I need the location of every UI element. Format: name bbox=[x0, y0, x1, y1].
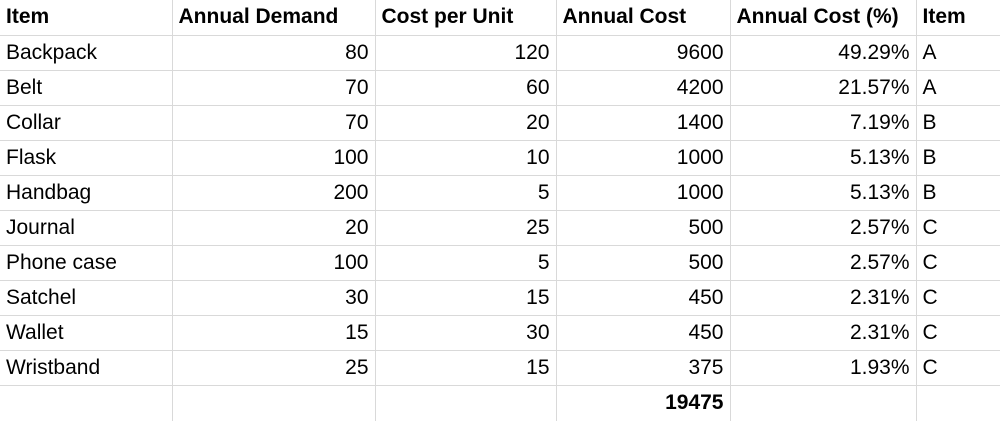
cost-per-unit-cell[interactable]: 10 bbox=[375, 140, 557, 176]
table-row: Satchel 30 15 450 2.31% C bbox=[0, 280, 1000, 316]
annual-cost-pct-cell[interactable]: 2.31% bbox=[730, 315, 917, 351]
annual-demand-cell[interactable]: 25 bbox=[172, 350, 376, 386]
item-name-cell[interactable]: Backpack bbox=[0, 35, 173, 71]
table-row: Flask 100 10 1000 5.13% B bbox=[0, 140, 1000, 176]
item-name-cell[interactable]: Flask bbox=[0, 140, 173, 176]
header-cell-cost-per-unit[interactable]: Cost per Unit bbox=[375, 0, 557, 36]
abc-class-cell[interactable]: B bbox=[916, 140, 1000, 176]
item-name-cell[interactable]: Journal bbox=[0, 210, 173, 246]
header-cell-annual-demand[interactable]: Annual Demand bbox=[172, 0, 376, 36]
cost-per-unit-cell[interactable]: 5 bbox=[375, 175, 557, 211]
abc-class-cell[interactable]: A bbox=[916, 35, 1000, 71]
item-name-cell[interactable]: Collar bbox=[0, 105, 173, 141]
item-name-cell[interactable]: Wristband bbox=[0, 350, 173, 386]
cost-per-unit-cell[interactable]: 20 bbox=[375, 105, 557, 141]
cost-per-unit-cell[interactable]: 5 bbox=[375, 245, 557, 281]
table-row: Journal 20 25 500 2.57% C bbox=[0, 210, 1000, 246]
cost-per-unit-cell[interactable]: 15 bbox=[375, 350, 557, 386]
annual-cost-pct-cell[interactable]: 21.57% bbox=[730, 70, 917, 106]
header-cell-annual-cost[interactable]: Annual Cost bbox=[556, 0, 731, 36]
total-annual-cost-cell[interactable]: 19475 bbox=[556, 385, 731, 421]
annual-demand-cell[interactable]: 80 bbox=[172, 35, 376, 71]
table-row: Collar 70 20 1400 7.19% B bbox=[0, 105, 1000, 141]
total-row: 19475 bbox=[0, 385, 1000, 421]
cost-per-unit-cell[interactable]: 15 bbox=[375, 280, 557, 316]
table-row: Belt 70 60 4200 21.57% A bbox=[0, 70, 1000, 106]
item-name-cell[interactable]: Satchel bbox=[0, 280, 173, 316]
abc-class-cell[interactable]: B bbox=[916, 175, 1000, 211]
header-cell-class[interactable]: Item bbox=[916, 0, 1000, 36]
header-cell-annual-cost-pct[interactable]: Annual Cost (%) bbox=[730, 0, 917, 36]
annual-cost-pct-cell[interactable]: 1.93% bbox=[730, 350, 917, 386]
annual-demand-cell[interactable]: 100 bbox=[172, 245, 376, 281]
annual-cost-pct-cell[interactable]: 49.29% bbox=[730, 35, 917, 71]
annual-cost-cell[interactable]: 1400 bbox=[556, 105, 731, 141]
header-cell-item[interactable]: Item bbox=[0, 0, 173, 36]
table-body: Backpack 80 120 9600 49.29% A Belt 70 60 4200 21.5… bbox=[0, 35, 1000, 386]
table-row: Phone case 100 5 500 2.57% C bbox=[0, 245, 1000, 281]
annual-cost-cell[interactable]: 450 bbox=[556, 315, 731, 351]
item-name-cell[interactable]: Handbag bbox=[0, 175, 173, 211]
annual-cost-pct-cell[interactable]: 2.57% bbox=[730, 210, 917, 246]
annual-cost-cell[interactable]: 375 bbox=[556, 350, 731, 386]
table-row: Wallet 15 30 450 2.31% C bbox=[0, 315, 1000, 351]
abc-class-cell[interactable]: B bbox=[916, 105, 1000, 141]
cost-per-unit-cell[interactable]: 30 bbox=[375, 315, 557, 351]
empty-cell[interactable] bbox=[172, 385, 376, 421]
annual-demand-cell[interactable]: 200 bbox=[172, 175, 376, 211]
empty-cell[interactable] bbox=[916, 385, 1000, 421]
annual-cost-pct-cell[interactable]: 7.19% bbox=[730, 105, 917, 141]
annual-cost-cell[interactable]: 1000 bbox=[556, 140, 731, 176]
abc-class-cell[interactable]: C bbox=[916, 210, 1000, 246]
table-row: Wristband 25 15 375 1.93% C bbox=[0, 350, 1000, 386]
cost-per-unit-cell[interactable]: 25 bbox=[375, 210, 557, 246]
annual-cost-cell[interactable]: 1000 bbox=[556, 175, 731, 211]
annual-cost-pct-cell[interactable]: 5.13% bbox=[730, 140, 917, 176]
abc-class-cell[interactable]: C bbox=[916, 245, 1000, 281]
item-name-cell[interactable]: Belt bbox=[0, 70, 173, 106]
annual-demand-cell[interactable]: 15 bbox=[172, 315, 376, 351]
item-name-cell[interactable]: Wallet bbox=[0, 315, 173, 351]
annual-cost-cell[interactable]: 450 bbox=[556, 280, 731, 316]
table-row: Backpack 80 120 9600 49.29% A bbox=[0, 35, 1000, 71]
annual-demand-cell[interactable]: 100 bbox=[172, 140, 376, 176]
item-name-cell[interactable]: Phone case bbox=[0, 245, 173, 281]
abc-class-cell[interactable]: C bbox=[916, 280, 1000, 316]
annual-cost-pct-cell[interactable]: 2.57% bbox=[730, 245, 917, 281]
table-row: Handbag 200 5 1000 5.13% B bbox=[0, 175, 1000, 211]
abc-class-cell[interactable]: C bbox=[916, 315, 1000, 351]
abc-class-cell[interactable]: A bbox=[916, 70, 1000, 106]
annual-demand-cell[interactable]: 20 bbox=[172, 210, 376, 246]
annual-cost-cell[interactable]: 4200 bbox=[556, 70, 731, 106]
empty-cell[interactable] bbox=[730, 385, 917, 421]
annual-cost-cell[interactable]: 500 bbox=[556, 210, 731, 246]
annual-cost-cell[interactable]: 9600 bbox=[556, 35, 731, 71]
annual-cost-pct-cell[interactable]: 5.13% bbox=[730, 175, 917, 211]
cost-per-unit-cell[interactable]: 120 bbox=[375, 35, 557, 71]
annual-cost-pct-cell[interactable]: 2.31% bbox=[730, 280, 917, 316]
annual-cost-cell[interactable]: 500 bbox=[556, 245, 731, 281]
cost-per-unit-cell[interactable]: 60 bbox=[375, 70, 557, 106]
empty-cell[interactable] bbox=[0, 385, 173, 421]
annual-demand-cell[interactable]: 30 bbox=[172, 280, 376, 316]
abc-class-cell[interactable]: C bbox=[916, 350, 1000, 386]
annual-demand-cell[interactable]: 70 bbox=[172, 70, 376, 106]
header-row: Item Annual Demand Cost per Unit Annual … bbox=[0, 0, 1000, 36]
annual-demand-cell[interactable]: 70 bbox=[172, 105, 376, 141]
empty-cell[interactable] bbox=[375, 385, 557, 421]
